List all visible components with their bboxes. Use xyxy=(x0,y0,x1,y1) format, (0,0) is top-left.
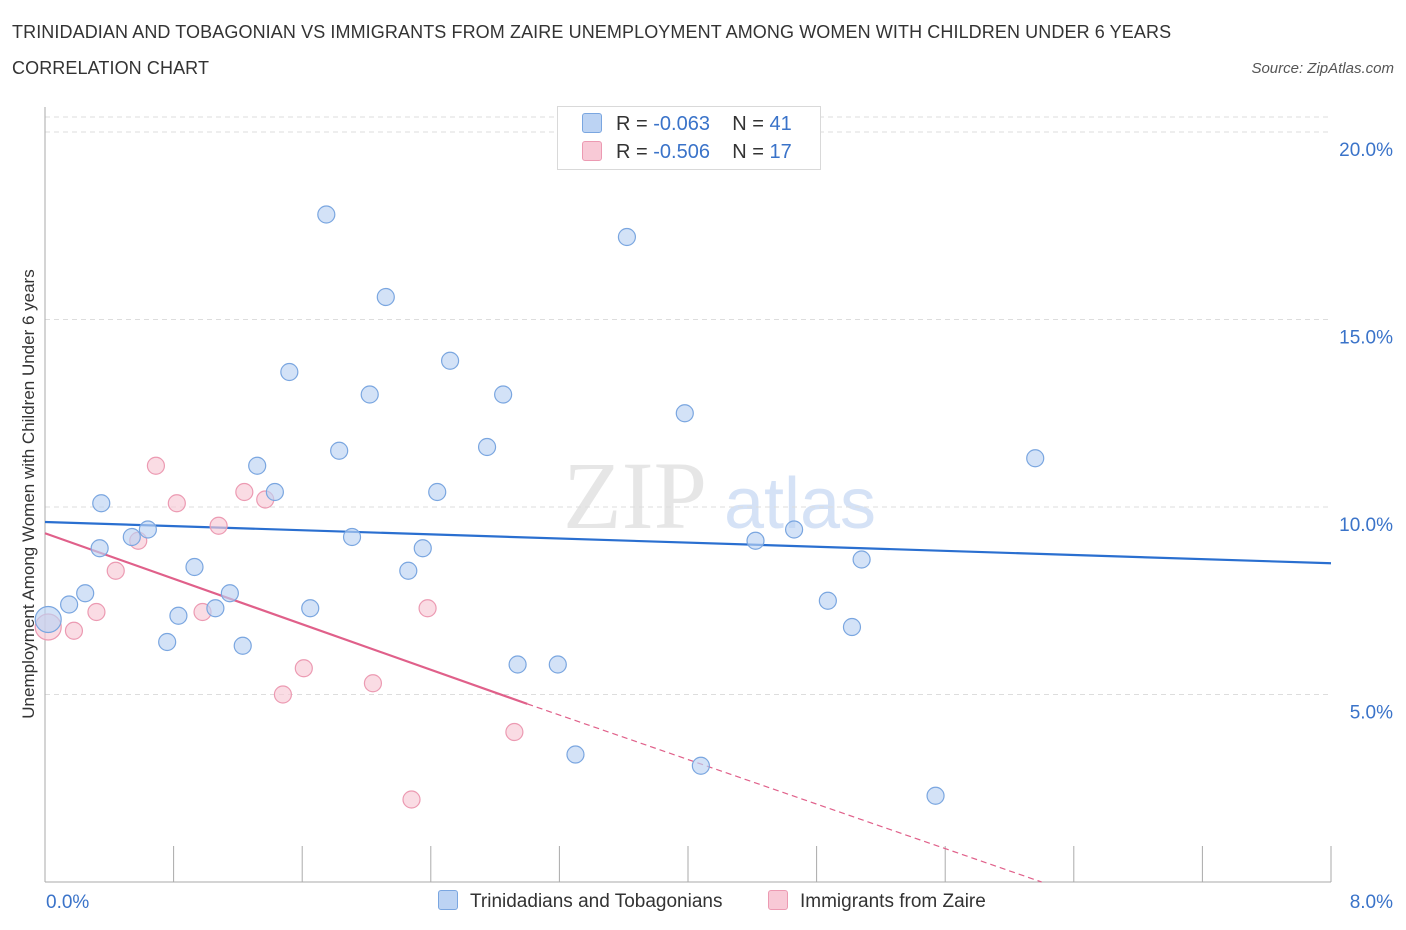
data-point-trinidadians xyxy=(169,606,188,625)
watermark-zip: ZIP xyxy=(563,442,707,549)
data-point-zaire xyxy=(402,790,421,809)
data-point-trinidadians xyxy=(376,287,395,307)
legend-n-label: N = xyxy=(732,141,764,163)
data-point-trinidadians xyxy=(399,561,418,580)
legend-row-zaire: R = -0.506 N = 17 xyxy=(582,138,792,166)
y-tick-label: 10.0% xyxy=(1339,515,1393,536)
data-point-trinidadians xyxy=(342,527,362,547)
data-point-trinidadians xyxy=(317,205,336,224)
data-point-trinidadians xyxy=(92,494,111,513)
data-point-trinidadians xyxy=(206,599,225,618)
data-point-trinidadians xyxy=(477,437,497,457)
data-point-zaire xyxy=(64,621,84,640)
legend-swatch-blue xyxy=(582,113,602,133)
data-point-zaire xyxy=(273,685,293,704)
y-axis-label: Unemployment Among Women with Children U… xyxy=(19,269,38,719)
legend-swatch-pink xyxy=(582,141,602,161)
data-point-trinidadians xyxy=(185,557,204,577)
data-point-trinidadians xyxy=(280,362,299,382)
trend-line-zaire xyxy=(44,532,528,705)
data-point-trinidadians xyxy=(248,456,267,475)
bottom-legend-trinidadians: Trinidadians and Tobagonians xyxy=(438,888,722,916)
data-point-trinidadians xyxy=(233,636,252,655)
data-point-trinidadians xyxy=(360,385,379,404)
bottom-legend-label: Immigrants from Zaire xyxy=(800,891,986,912)
data-point-trinidadians xyxy=(508,655,527,674)
data-point-trinidadians xyxy=(60,595,79,614)
bottom-legend-zaire: Immigrants from Zaire xyxy=(768,888,986,916)
data-point-trinidadians xyxy=(548,655,567,674)
y-tick-label: 5.0% xyxy=(1350,703,1393,724)
legend-r-label: R = xyxy=(616,113,648,135)
x-tick-label: 8.0% xyxy=(1350,892,1393,913)
data-point-zaire xyxy=(209,516,228,535)
source-label: Source: ZipAtlas.com xyxy=(1251,60,1394,77)
data-point-trinidadians xyxy=(330,441,349,460)
data-point-zaire xyxy=(294,659,313,678)
data-point-zaire xyxy=(87,602,106,622)
data-point-trinidadians xyxy=(158,632,177,652)
correlation-legend: R = -0.063 N = 41 R = -0.506 N = 17 xyxy=(557,106,821,170)
legend-r-value: -0.063 xyxy=(653,113,710,135)
data-point-trinidadians xyxy=(138,520,157,539)
data-point-trinidadians xyxy=(842,617,862,637)
data-point-trinidadians xyxy=(265,482,284,502)
chart-title: TRINIDADIAN AND TOBAGONIAN VS IMMIGRANTS… xyxy=(12,22,1172,78)
data-point-trinidadians xyxy=(746,531,765,550)
data-point-zaire xyxy=(167,494,186,513)
data-point-zaire xyxy=(418,599,437,618)
legend-n-label: N = xyxy=(732,113,764,135)
data-point-zaire xyxy=(106,561,125,580)
data-point-trinidadians xyxy=(76,584,95,603)
bottom-swatch-blue xyxy=(438,890,458,910)
data-point-trinidadians xyxy=(428,482,447,502)
data-point-trinidadians xyxy=(1026,449,1045,468)
data-point-trinidadians xyxy=(220,584,239,603)
data-point-trinidadians xyxy=(566,745,585,764)
legend-r-value: -0.506 xyxy=(653,141,710,163)
data-point-trinidadians xyxy=(34,605,62,634)
trend-lines xyxy=(44,520,1332,883)
trend-line-trinidadians xyxy=(44,520,1332,565)
data-points xyxy=(34,205,1045,809)
y-tick-label: 15.0% xyxy=(1339,328,1393,349)
data-point-trinidadians xyxy=(122,527,141,547)
data-point-trinidadians xyxy=(90,539,109,558)
bottom-swatch-pink xyxy=(768,890,788,910)
bottom-legend-label: Trinidadians and Tobagonians xyxy=(470,891,723,912)
data-point-trinidadians xyxy=(617,227,637,247)
legend-row-trinidadians: R = -0.063 N = 41 xyxy=(582,110,792,138)
data-point-trinidadians xyxy=(494,385,513,404)
data-point-trinidadians xyxy=(675,404,694,423)
trend-line-zaire-extension xyxy=(527,703,1042,883)
data-point-trinidadians xyxy=(852,550,871,569)
tick-labels: 5.0% 10.0% 15.0% 20.0% 0.0% 8.0% xyxy=(46,140,1393,913)
data-point-trinidadians xyxy=(818,591,837,610)
data-point-trinidadians xyxy=(413,539,432,558)
y-tick-label: 20.0% xyxy=(1339,140,1393,161)
data-point-zaire xyxy=(146,456,166,475)
data-point-trinidadians xyxy=(440,351,460,370)
data-point-zaire xyxy=(235,482,254,502)
data-point-zaire xyxy=(363,674,383,693)
data-point-zaire xyxy=(505,722,524,742)
data-point-trinidadians xyxy=(784,520,804,539)
data-point-trinidadians xyxy=(926,786,945,805)
data-point-trinidadians xyxy=(301,599,320,618)
legend-n-value: 41 xyxy=(769,113,792,135)
data-point-trinidadians xyxy=(691,756,710,775)
x-tick-label: 0.0% xyxy=(46,892,89,913)
legend-r-label: R = xyxy=(616,141,648,163)
legend-n-value: 17 xyxy=(769,141,792,163)
axes xyxy=(44,107,1332,883)
